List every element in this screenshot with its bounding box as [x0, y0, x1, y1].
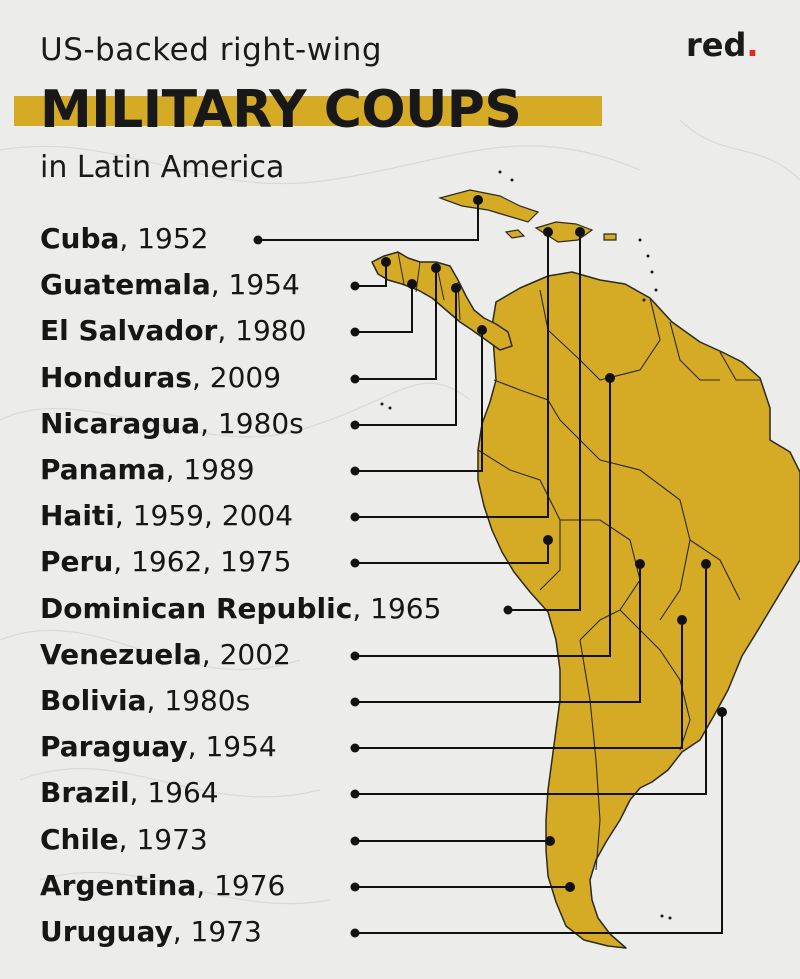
- coup-entry: Venezuela, 2002: [40, 638, 291, 671]
- country-name: Panama: [40, 453, 166, 486]
- country-name: Paraguay: [40, 730, 188, 764]
- title-line-3: in Latin America: [40, 150, 285, 185]
- title-line-1: US-backed right-wing: [40, 32, 383, 68]
- cuba-island: [438, 189, 540, 223]
- connector-line: [355, 330, 483, 472]
- country-name: Peru: [40, 545, 114, 579]
- country-location-dot: [717, 707, 727, 717]
- coup-years: , 1964: [129, 776, 219, 810]
- jamaica-island: [504, 229, 526, 239]
- connector-line: [355, 564, 641, 703]
- coup-years: , 1954: [187, 730, 277, 764]
- coup-entry: Panama, 1989: [40, 453, 255, 486]
- country-name: Bolivia: [40, 684, 147, 717]
- country-name: Venezuela: [40, 637, 202, 671]
- coup-years: , 1976: [196, 868, 286, 902]
- coup-years: , 2009: [191, 360, 282, 394]
- brand-logo: red.: [686, 26, 759, 64]
- country-location-dot: [565, 882, 575, 892]
- coup-entry: Argentina, 1976: [40, 869, 285, 902]
- country-location-dot: [451, 283, 461, 293]
- connector-line: [355, 268, 437, 380]
- coup-entry: Honduras, 2009: [40, 361, 281, 394]
- country-location-dot: [543, 535, 553, 545]
- connector-line: [355, 262, 387, 287]
- coup-entry: Chile, 1973: [40, 823, 208, 856]
- coup-years: , 1989: [165, 453, 255, 486]
- coup-entry: Guatemala, 1954: [40, 268, 300, 301]
- coup-entry: Nicaragua, 1980s: [40, 407, 304, 440]
- coup-years: , 1973: [172, 915, 262, 948]
- coup-entry: Uruguay, 1973: [40, 915, 262, 948]
- country-name: Haiti: [40, 499, 115, 533]
- country-name: Uruguay: [40, 915, 173, 948]
- coup-entry: Haiti, 1959, 2004: [40, 499, 293, 532]
- connector-line: [508, 232, 581, 611]
- coup-years: , 1954: [210, 268, 300, 302]
- coup-entry: Peru, 1962, 1975: [40, 545, 291, 578]
- hispaniola-island: [534, 221, 594, 243]
- connector-line: [355, 378, 611, 657]
- country-location-dot: [605, 373, 615, 383]
- country-location-dot: [543, 227, 553, 237]
- brand-name: red: [686, 26, 747, 64]
- country-location-dot: [677, 615, 687, 625]
- caribbean-islands: [438, 189, 617, 243]
- coup-entry: Dominican Republic, 1965: [40, 592, 441, 625]
- page-title: MILITARY COUPS: [40, 80, 522, 140]
- country-name: Nicaragua: [40, 406, 201, 440]
- country-name: Honduras: [40, 360, 192, 394]
- connector-line: [258, 200, 479, 241]
- coup-years: , 1980s: [146, 684, 251, 717]
- connector-line: [355, 620, 683, 749]
- country-location-dot: [575, 227, 585, 237]
- country-location-dot: [545, 836, 555, 846]
- country-borders: [477, 289, 760, 871]
- connector-lines: [253, 195, 727, 938]
- coup-years: , 1973: [118, 822, 208, 856]
- central-america-shape: [371, 251, 513, 351]
- country-name: El Salvador: [40, 314, 218, 348]
- connector-line: [355, 232, 549, 518]
- connector-line: [355, 564, 707, 795]
- country-location-dot: [701, 559, 711, 569]
- coup-entry: El Salvador, 1980: [40, 314, 306, 347]
- connector-line: [355, 288, 457, 426]
- small-islands: [380, 170, 672, 920]
- background-contours: [0, 119, 800, 905]
- country-location-dot: [431, 263, 441, 273]
- coup-entry: Brazil, 1964: [40, 776, 219, 809]
- connector-line: [355, 540, 549, 564]
- country-name: Cuba: [40, 222, 120, 255]
- country-name: Brazil: [40, 776, 130, 810]
- coup-years: , 1980s: [200, 406, 304, 440]
- coup-entry: Cuba, 1952: [40, 222, 208, 255]
- country-location-dot: [477, 325, 487, 335]
- title-highlight-band: [14, 96, 602, 126]
- country-name: Guatemala: [40, 268, 211, 302]
- coup-years: , 1965: [352, 591, 442, 625]
- country-name: Dominican Republic: [40, 591, 353, 625]
- coup-years: , 1962, 1975: [113, 545, 292, 579]
- coup-years: , 1959, 2004: [114, 499, 294, 533]
- coup-entry: Paraguay, 1954: [40, 730, 277, 763]
- country-name: Argentina: [40, 868, 197, 902]
- coup-years: , 1952: [119, 222, 209, 255]
- coup-entry: Bolivia, 1980s: [40, 684, 250, 717]
- puerto-rico-island: [603, 233, 617, 241]
- country-location-dot: [407, 279, 417, 289]
- connector-line: [355, 712, 723, 934]
- country-name: Chile: [40, 822, 119, 856]
- country-location-dot: [635, 559, 645, 569]
- coup-years: , 2002: [201, 637, 291, 671]
- country-location-dot: [473, 195, 483, 205]
- country-location-dot: [381, 257, 391, 267]
- brand-dot: .: [746, 26, 759, 64]
- coup-years: , 1980: [217, 314, 307, 348]
- connector-line: [355, 284, 413, 333]
